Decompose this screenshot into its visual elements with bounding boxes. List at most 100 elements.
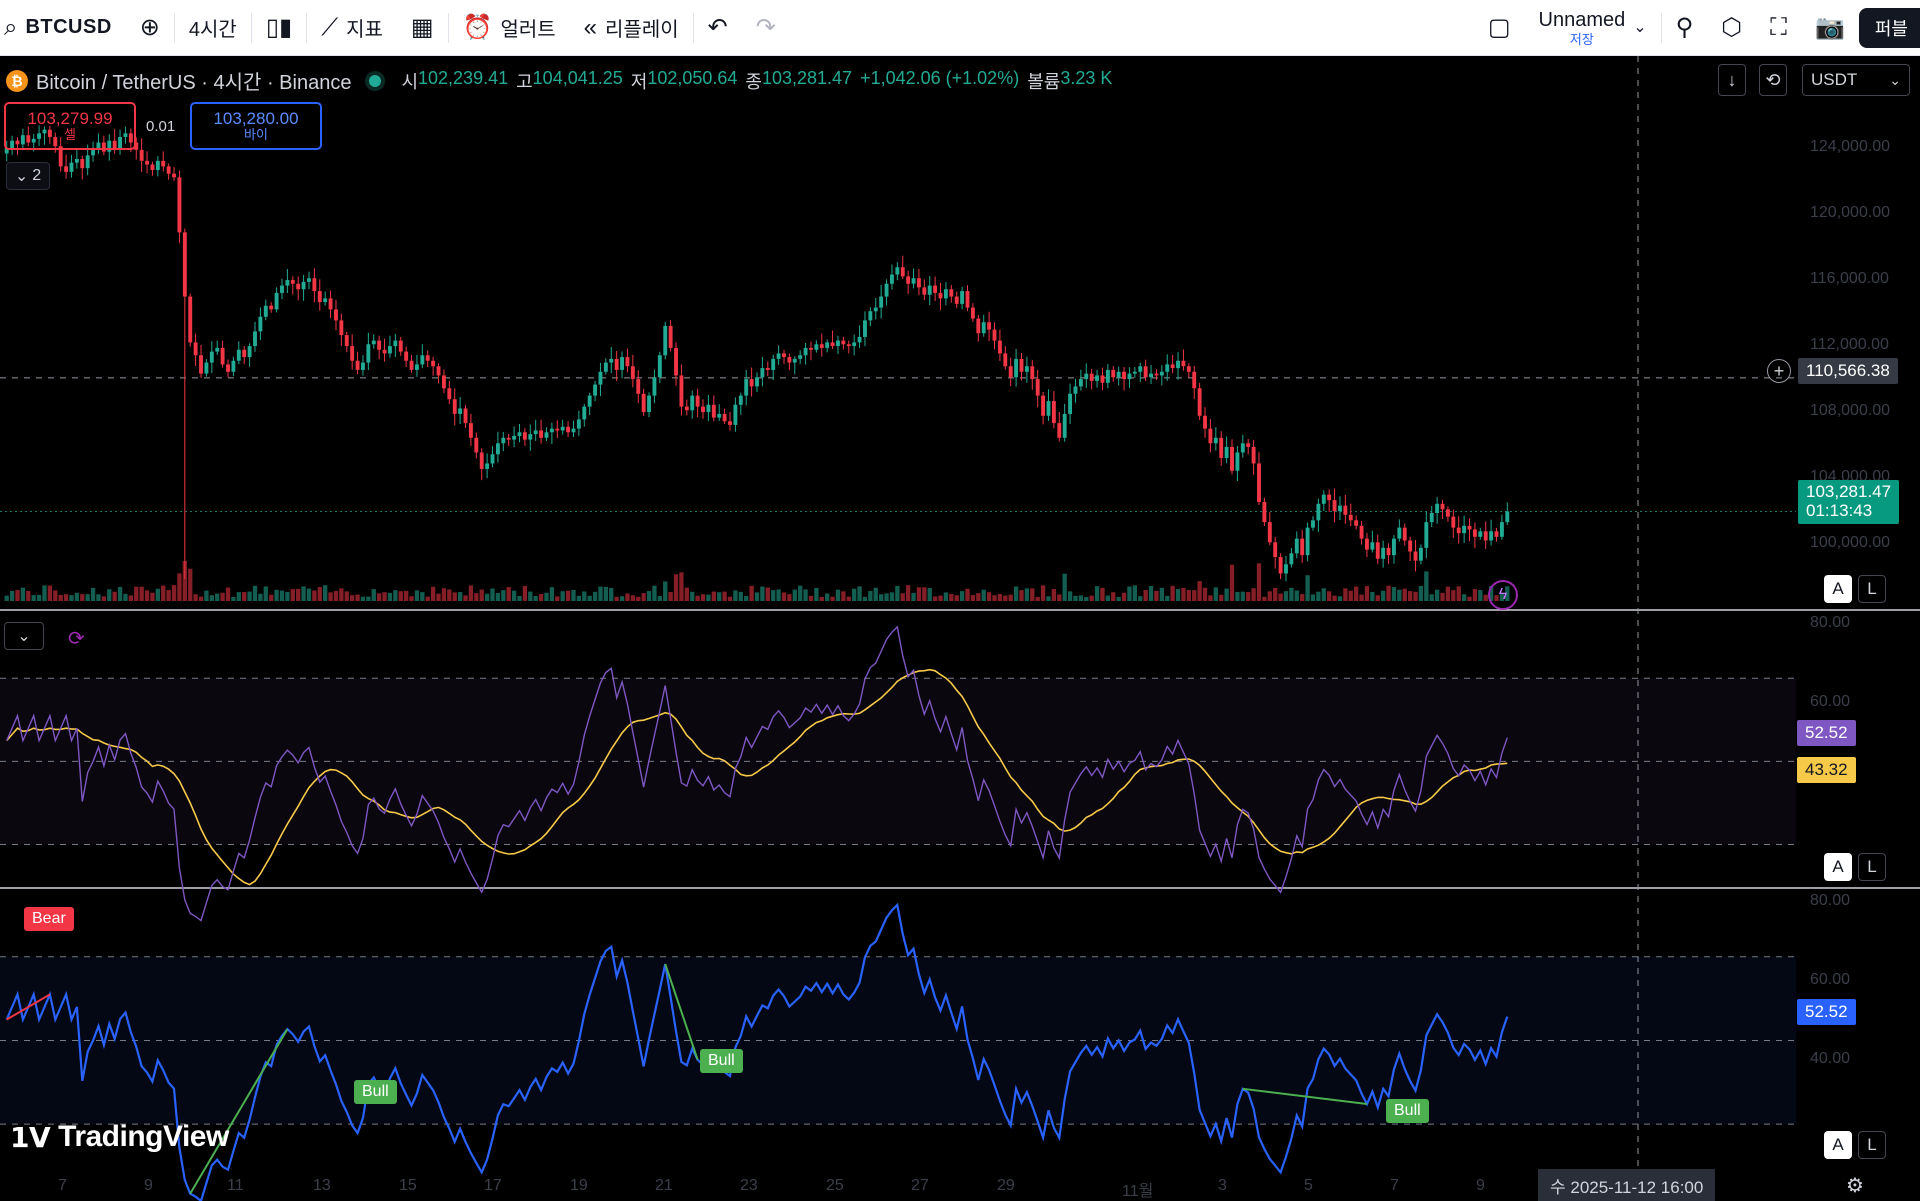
candle-body [782,353,786,358]
symbol-search[interactable]: ⌕ BTCUSD [0,0,126,56]
volume-bar [1235,591,1240,601]
pane-collapse-button[interactable]: ⌄ [4,622,44,650]
tradingview-logo[interactable]: 𝟭𝗩 TradingView [10,1120,229,1154]
candle-body [1267,522,1272,543]
volume-bar [1213,587,1218,601]
volume-bar [884,593,889,601]
quick-search-button[interactable]: ⚲ [1662,0,1708,56]
high-value: 104,041.25 [532,67,623,88]
indicators-collapse-button[interactable]: ⌄ 2 [6,162,50,190]
volume-bar [1246,592,1251,601]
candle-body [177,177,182,233]
candle-body [582,406,587,420]
volume-bar [355,594,360,601]
log-scale-button[interactable]: L [1858,575,1886,603]
volume-bar [290,589,295,601]
currency-select[interactable]: USDT ⌄ [1802,64,1910,96]
pane-refresh-icon[interactable]: ⟳ [68,628,85,650]
candle-body [150,164,155,171]
candle-body [1418,547,1423,561]
candle-body [1132,371,1137,374]
volume-bar [900,593,905,601]
volume-bar [1407,591,1413,601]
replay-button[interactable]: « 리플레이 [570,0,693,56]
rsi-log-scale-button[interactable]: L [1858,853,1886,881]
candle-body [236,349,241,361]
volume-bar [1040,585,1046,601]
crosshair-add-icon[interactable]: + [1767,359,1791,383]
chart-area[interactable]: ₿ Bitcoin / TetherUS · 4시간 · Binance 시 10… [0,56,1920,1201]
volume-bar [188,568,193,601]
volume-bar [220,592,225,601]
candle-body [1316,503,1321,521]
candle-body [625,357,630,367]
candle-body [690,395,695,411]
interval-button[interactable]: 4시간 [175,0,251,56]
volume-bar [1321,588,1326,601]
sell-button[interactable]: 103,279.99 셀 [4,102,136,150]
candle-body [1467,525,1472,530]
chart-canvas[interactable] [0,56,1920,1201]
chart-settings-gear-icon[interactable]: ⚙ [1846,1175,1864,1197]
volume-bar [258,593,263,601]
settings-button[interactable]: ⬡ [1707,0,1756,56]
auto-scale-button[interactable]: A [1824,575,1852,603]
volume-bar [598,586,603,601]
volume-bar [420,592,425,601]
snapshot-button[interactable]: 📷 [1801,0,1859,56]
volume-bar [1089,595,1094,601]
candle-body [722,413,727,422]
indicators-button[interactable]: ⟋ 지표 [307,0,397,56]
compare-symbol-button[interactable]: ⊕ [126,0,174,56]
volume-bar [776,589,781,601]
alert-button[interactable]: ⏰ 얼러트 [449,0,570,56]
candle-body [1041,395,1046,416]
fullscreen-button[interactable]: ⛶ [1756,0,1801,56]
candle-body [204,362,209,374]
search-icon: ⌕ [4,13,18,41]
publish-button[interactable]: 퍼블 [1858,8,1920,48]
volume-bar [1078,595,1084,601]
undo-button[interactable]: ↶ [694,0,742,56]
volume-bar [301,586,306,601]
volume-bar [1397,589,1402,601]
candle-body [1154,373,1159,376]
volume-bar [684,587,689,601]
layout-name-menu[interactable]: Unnamed 저장 ⌄ [1525,0,1661,56]
volume-bar [1170,585,1175,601]
candle-body [798,355,803,359]
candle-body [846,344,851,347]
candle-body [1451,516,1456,528]
candle-body [636,379,641,394]
volume-bar [1121,592,1127,601]
volume-bar [1019,590,1024,601]
volume-bar [841,591,846,601]
candle-body [576,419,581,429]
lightning-icon[interactable]: ϟ [1488,580,1518,610]
candle-body [85,155,90,169]
price-axis-label: 108,000.00 [1810,402,1891,419]
legend-title[interactable]: Bitcoin / TetherUS · 4시간 · Binance [36,72,352,94]
div-auto-scale-button[interactable]: A [1824,1131,1852,1159]
volume-bar [96,594,101,601]
redo-button[interactable]: ↷ [742,0,790,56]
scroll-to-latest-button[interactable]: ↓ [1718,64,1746,96]
volume-bar [798,585,803,601]
volume-bar [1062,573,1067,601]
rsi-auto-scale-button[interactable]: A [1824,853,1852,881]
candle-body [4,148,9,154]
candle-body [1143,366,1148,378]
volume-bar [430,586,436,601]
buy-button[interactable]: 103,280.00 바이 [190,102,322,150]
candle-body [317,291,322,303]
candle-body [1327,494,1332,501]
layout-button[interactable]: ▢ [1474,0,1525,56]
div-log-scale-button[interactable]: L [1858,1131,1886,1159]
sync-button[interactable]: ⟲ [1759,64,1787,96]
volume-bar [447,589,452,601]
chart-type-button[interactable]: ▯▮ [252,0,306,56]
candle-body [814,344,819,350]
templates-button[interactable]: ▦ [397,0,448,56]
candle-body [863,320,867,337]
candle-body [1089,373,1094,381]
